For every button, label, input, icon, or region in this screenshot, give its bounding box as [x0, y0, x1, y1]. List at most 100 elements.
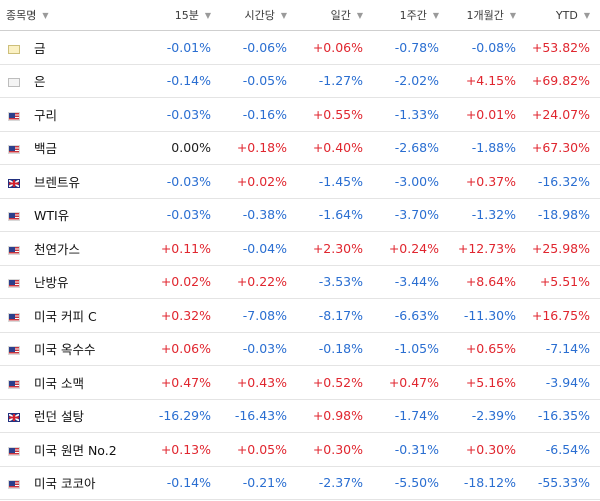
change-15min-cell: +0.47%: [145, 365, 221, 400]
us-flag-icon: [8, 279, 20, 289]
commodity-name-link[interactable]: 백금: [34, 141, 58, 157]
column-header-hourly[interactable]: 시간당 ▼: [221, 0, 297, 31]
commodity-name-cell[interactable]: 은: [0, 64, 145, 98]
table-row[interactable]: WTI유 -0.03% -0.38% -1.64% -3.70% -1.32% -18.98…: [0, 198, 600, 232]
change-daily-cell: -1.27%: [297, 64, 373, 98]
change-daily-cell: +0.55%: [297, 97, 373, 132]
commodity-name-link[interactable]: 미국 커피 C: [34, 308, 97, 324]
table-row[interactable]: 천연가스 +0.11% -0.04% +2.30% +0.24% +12.73% +25.9…: [0, 231, 600, 266]
change-hourly-cell: +0.05%: [221, 432, 297, 467]
commodity-name-cell[interactable]: 미국 소맥: [0, 365, 145, 400]
change-hourly-cell: -16.43%: [221, 399, 297, 433]
change-ytd-cell: -16.32%: [526, 164, 600, 199]
uk-flag-icon: [8, 178, 20, 188]
change-monthly-cell: +8.64%: [449, 265, 526, 299]
commodity-name-link[interactable]: 브렌트유: [34, 174, 81, 190]
table-row[interactable]: 금 -0.01% -0.06% +0.06% -0.78% -0.08% +53.82%: [0, 30, 600, 65]
column-header-hourly-label: 시간당: [244, 9, 275, 22]
table-row[interactable]: 미국 옥수수 +0.06% -0.03% -0.18% -1.05% +0.65% -7.1…: [0, 332, 600, 366]
table-row[interactable]: 미국 소맥 +0.47% +0.43% +0.52% +0.47% +5.16% -3.94…: [0, 365, 600, 400]
change-ytd-cell: +53.82%: [526, 30, 600, 65]
column-header-weekly[interactable]: 1주간 ▼: [373, 0, 449, 31]
change-15min-cell: -0.03%: [145, 198, 221, 232]
change-monthly-cell: +12.73%: [449, 231, 526, 266]
change-hourly-cell: -0.21%: [221, 466, 297, 500]
change-ytd-cell: -18.98%: [526, 198, 600, 232]
change-hourly-cell: -0.03%: [221, 332, 297, 366]
change-daily-cell: -1.45%: [297, 164, 373, 199]
commodity-name-cell[interactable]: 미국 옥수수: [0, 332, 145, 366]
gold-bar-icon: [8, 44, 20, 54]
change-ytd-cell: +5.51%: [526, 265, 600, 299]
commodity-name-link[interactable]: WTI유: [34, 208, 70, 224]
change-daily-cell: +0.98%: [297, 399, 373, 433]
change-weekly-cell: +0.24%: [373, 231, 449, 266]
table-row[interactable]: 구리 -0.03% -0.16% +0.55% -1.33% +0.01% +24.07%: [0, 97, 600, 132]
change-ytd-cell: +24.07%: [526, 97, 600, 132]
column-header-ytd[interactable]: YTD ▼: [526, 0, 600, 31]
change-15min-cell: -0.03%: [145, 97, 221, 132]
change-monthly-cell: -1.32%: [449, 198, 526, 232]
sort-down-icon[interactable]: ▼: [509, 11, 516, 20]
change-weekly-cell: +0.47%: [373, 365, 449, 400]
change-hourly-cell: +0.02%: [221, 164, 297, 199]
change-ytd-cell: -6.54%: [526, 432, 600, 467]
table-row[interactable]: 런던 설탕 -16.29% -16.43% +0.98% -1.74% -2.39% -16…: [0, 399, 600, 433]
column-header-15min[interactable]: 15분 ▼: [145, 0, 221, 31]
commodity-name-link[interactable]: 미국 원면 No.2: [34, 442, 117, 458]
change-hourly-cell: +0.43%: [221, 365, 297, 400]
sort-down-icon[interactable]: ▼: [432, 11, 439, 20]
change-daily-cell: -3.53%: [297, 265, 373, 299]
commodity-name-link[interactable]: 은: [34, 74, 46, 90]
commodity-name-link[interactable]: 금: [34, 40, 46, 56]
change-monthly-cell: -1.88%: [449, 131, 526, 165]
table-row[interactable]: 미국 커피 C +0.32% -7.08% -8.17% -6.63% -11.30% +1…: [0, 298, 600, 333]
change-monthly-cell: -0.08%: [449, 30, 526, 65]
commodity-name-cell[interactable]: 금: [0, 30, 145, 65]
commodity-name-cell[interactable]: 천연가스: [0, 231, 145, 266]
commodity-name-cell[interactable]: 미국 원면 No.2: [0, 432, 145, 467]
change-ytd-cell: -16.35%: [526, 399, 600, 433]
commodity-name-link[interactable]: 구리: [34, 107, 58, 123]
change-weekly-cell: -1.05%: [373, 332, 449, 366]
commodity-name-cell[interactable]: 미국 커피 C: [0, 298, 145, 333]
change-hourly-cell: +0.18%: [221, 131, 297, 165]
change-ytd-cell: -7.14%: [526, 332, 600, 366]
sort-down-icon[interactable]: ▼: [42, 11, 49, 20]
change-15min-cell: 0.00%: [145, 131, 221, 165]
table-row[interactable]: 백금 0.00% +0.18% +0.40% -2.68% -1.88% +67.30%: [0, 131, 600, 165]
change-monthly-cell: +0.65%: [449, 332, 526, 366]
table-row[interactable]: 은 -0.14% -0.05% -1.27% -2.02% +4.15% +69.82%: [0, 64, 600, 98]
table-row[interactable]: 난방유 +0.02% +0.22% -3.53% -3.44% +8.64% +5.51%: [0, 265, 600, 299]
commodity-name-link[interactable]: 미국 소맥: [34, 375, 84, 391]
table-row[interactable]: 미국 원면 No.2 +0.13% +0.05% +0.30% -0.31% +0.30%…: [0, 432, 600, 467]
sort-down-icon[interactable]: ▼: [583, 10, 590, 20]
change-monthly-cell: -11.30%: [449, 298, 526, 333]
commodity-name-link[interactable]: 미국 코코아: [34, 476, 96, 492]
sort-down-icon[interactable]: ▼: [204, 11, 211, 20]
sort-down-icon[interactable]: ▼: [356, 11, 363, 20]
commodity-name-cell[interactable]: WTI유: [0, 198, 145, 232]
commodity-name-cell[interactable]: 미국 코코아: [0, 466, 145, 500]
commodity-name-link[interactable]: 미국 옥수수: [34, 342, 96, 358]
commodity-name-link[interactable]: 런던 설탕: [34, 409, 84, 425]
column-header-daily[interactable]: 일간 ▼: [297, 0, 373, 31]
column-header-monthly[interactable]: 1개월간 ▼: [449, 0, 526, 31]
commodity-name-cell[interactable]: 브렌트유: [0, 164, 145, 199]
commodity-name-cell[interactable]: 백금: [0, 131, 145, 165]
change-15min-cell: +0.02%: [145, 265, 221, 299]
table-row[interactable]: 미국 코코아 -0.14% -0.21% -2.37% -5.50% -18.12% -55…: [0, 466, 600, 500]
us-flag-icon: [8, 111, 20, 121]
commodity-name-link[interactable]: 난방유: [34, 275, 69, 291]
commodity-name-link[interactable]: 천연가스: [34, 241, 81, 257]
commodity-name-cell[interactable]: 구리: [0, 97, 145, 132]
sort-down-icon[interactable]: ▼: [280, 11, 287, 20]
column-header-daily-label: 일간: [330, 9, 351, 22]
table-row[interactable]: 브렌트유 -0.03% +0.02% -1.45% -3.00% +0.37% -16.32…: [0, 164, 600, 199]
commodity-name-cell[interactable]: 난방유: [0, 265, 145, 299]
commodity-name-cell[interactable]: 런던 설탕: [0, 399, 145, 433]
change-weekly-cell: -3.70%: [373, 198, 449, 232]
change-weekly-cell: -6.63%: [373, 298, 449, 333]
column-header-monthly-label: 1개월간: [466, 9, 504, 22]
column-header-name[interactable]: 종목명 ▼: [0, 0, 145, 31]
